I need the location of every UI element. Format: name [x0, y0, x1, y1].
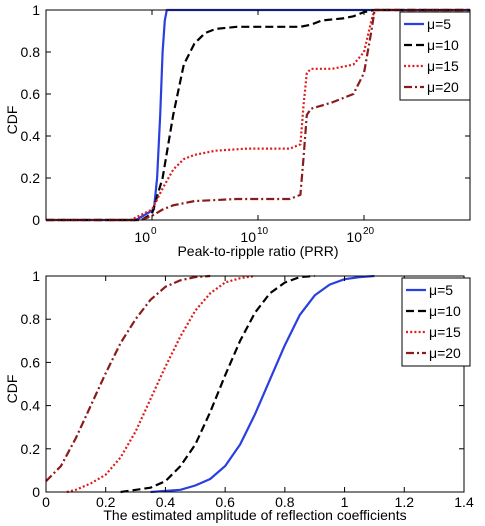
- x-tick-label: 10: [134, 229, 150, 245]
- series-line-1: [46, 8, 470, 222]
- legend-label: μ=15: [427, 58, 459, 74]
- x-tick-label-exponent: 10: [257, 226, 269, 237]
- x-tick-label: 0.6: [215, 494, 235, 510]
- series-line-4: [45, 274, 211, 482]
- legend-label: μ=5: [427, 16, 451, 32]
- x-tick-label: 0: [42, 494, 50, 510]
- legend: μ=5 μ=10 μ=15 μ=20: [401, 277, 471, 367]
- y-tick-label: 0.6: [21, 354, 41, 370]
- legend-box: [399, 11, 471, 101]
- y-tick-label: 0.4: [21, 398, 41, 414]
- series-line-2: [46, 8, 470, 222]
- legend-label: μ=10: [429, 303, 461, 319]
- x-tick-label: 10: [240, 229, 256, 245]
- x-tick-label: 0.2: [96, 494, 116, 510]
- series-line-1: [150, 274, 375, 494]
- y-tick-label: 0.2: [21, 170, 41, 186]
- y-tick-label: 0.6: [21, 86, 41, 102]
- x-axis-label: The estimated amplitude of reflection co…: [103, 507, 406, 523]
- y-axis-label: CDF: [4, 106, 20, 135]
- series-line-2: [120, 274, 315, 494]
- y-tick-label: 0.2: [21, 441, 41, 457]
- legend-box: [401, 277, 471, 367]
- y-tick-label: 1: [32, 268, 40, 284]
- x-tick-label-exponent: 20: [363, 226, 375, 237]
- y-axis-label: CDF: [4, 375, 20, 404]
- x-axis-label: Peak-to-ripple ratio (PRR): [177, 243, 338, 259]
- y-tick-label: 0.4: [21, 128, 41, 144]
- x-tick-label: 10: [346, 229, 362, 245]
- legend-label: μ=5: [429, 282, 453, 298]
- legend-label: μ=15: [429, 324, 461, 340]
- y-tick-label: 0: [32, 212, 40, 228]
- x-tick-label: 1.2: [395, 494, 415, 510]
- series-line-3: [46, 8, 470, 222]
- x-tick-label-exponent: 0: [151, 226, 157, 237]
- series-line-3: [66, 274, 256, 494]
- legend: μ=5 μ=10 μ=15 μ=20: [399, 11, 471, 101]
- amplitude-cdf-chart: 0 0.2 0.4 0.6 0.8 1 0 0.2 0.4 0.6 0.8 1 1.2 1.4 The es…: [4, 268, 474, 523]
- legend-label: μ=20: [427, 79, 459, 95]
- legend-label: μ=20: [429, 345, 461, 361]
- y-tick-label: 1: [32, 2, 40, 18]
- y-tick-label: 0.8: [21, 44, 41, 60]
- y-tick-label: 0: [32, 484, 40, 500]
- x-tick-label: 0.8: [275, 494, 295, 510]
- x-tick-label: 1.4: [454, 494, 474, 510]
- series-line-4: [46, 8, 470, 222]
- plot-area-frame: [45, 275, 465, 493]
- x-tick-label: 1: [341, 494, 349, 510]
- x-tick-label: 0.4: [156, 494, 176, 510]
- legend-label: μ=10: [427, 37, 459, 53]
- y-tick-label: 0.8: [21, 311, 41, 327]
